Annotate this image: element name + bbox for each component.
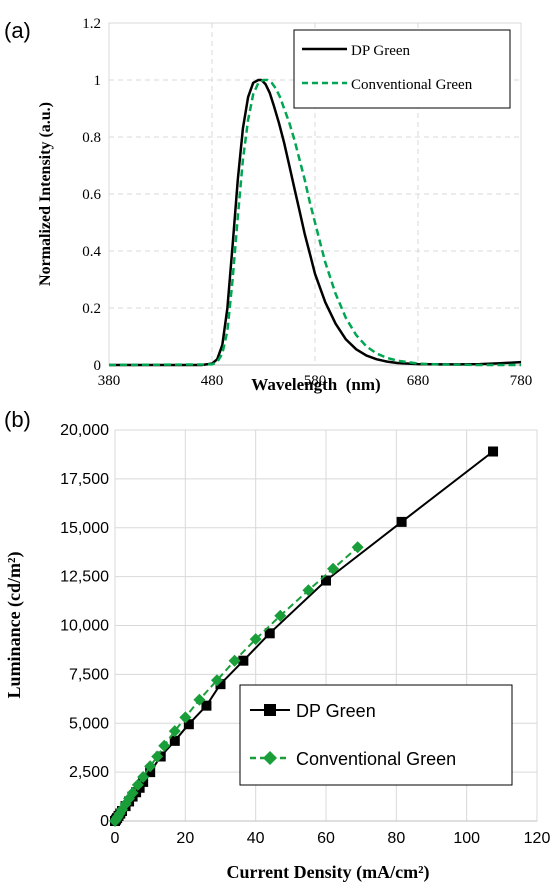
b-y-tick-label: 17,500 [60, 471, 109, 488]
a-y-tick-label: 1 [94, 73, 102, 89]
a-x-tick-label: 380 [98, 373, 121, 389]
b-point-conventional-green [193, 693, 206, 706]
a-series-line-dp-green [109, 78, 522, 367]
panel-b-legend-box [239, 684, 513, 786]
b-point-conventional-green [351, 541, 364, 554]
b-point-conventional-green [131, 778, 144, 791]
b-point-conventional-green [249, 633, 262, 646]
b-x-tick-label: 120 [524, 830, 551, 847]
panel-a-y-axis-title: Normalized Intensity (a.u.) [37, 102, 54, 286]
a-x-tick-label: 680 [407, 373, 430, 389]
b-point-dp-green [183, 719, 194, 730]
panel-b-series [109, 446, 499, 827]
b-point-dp-green [321, 575, 331, 586]
b-point-conventional-green [144, 760, 157, 773]
b-point-conventional-green [116, 803, 129, 816]
b-y-tick-label: 20,000 [60, 422, 109, 439]
b-y-tick-label: 0 [100, 813, 109, 830]
panel-b-label: (b) [4, 407, 31, 432]
a-series-line-conventional-green [108, 78, 521, 367]
panel-b-y-axis-title: Luminance (cd/m²) [4, 552, 25, 699]
b-point-dp-green [488, 446, 499, 457]
a-y-tick-label: 1.2 [82, 16, 101, 32]
b-x-tick-label: 60 [317, 830, 335, 847]
panel-a-legend-label-dp: DP Green [351, 43, 411, 59]
a-y-tick-label: 0.4 [82, 244, 101, 260]
panel-a-legend-label-conventional: Conventional Green [351, 77, 473, 93]
b-point-conventional-green [158, 739, 171, 752]
b-y-tick-label: 2,500 [69, 764, 109, 781]
panel-b-legend-label-dp: DP Green [296, 701, 376, 721]
b-point-dp-green [396, 516, 407, 527]
b-point-conventional-green [179, 711, 192, 724]
b-y-tick-label: 12,500 [60, 569, 109, 586]
b-y-tick-label: 7,500 [69, 666, 109, 683]
panel-b-legend-label-conventional: Conventional Green [296, 749, 456, 769]
b-point-conventional-green [274, 609, 287, 622]
b-x-tick-label: 100 [453, 830, 480, 847]
panel-a-legend: DP Green Conventional Green [293, 29, 511, 109]
b-x-tick-label: 40 [247, 830, 265, 847]
panel-a-y-tick-labels: 0 0.2 0.4 0.6 0.8 1 1.2 [82, 16, 101, 374]
panel-b: (b) 0 2,500 5,000 7,500 10,000 12,500 15,000 17… [4, 407, 550, 883]
panel-a-label: (a) [4, 18, 31, 43]
b-point-dp-green [215, 679, 226, 690]
b-y-tick-label: 10,000 [60, 618, 109, 635]
b-x-tick-label: 0 [111, 830, 120, 847]
b-point-dp-green [201, 700, 212, 711]
b-point-conventional-green [302, 584, 315, 597]
a-y-tick-label: 0.8 [82, 130, 101, 146]
panel-a-series [108, 78, 522, 367]
panel-a-legend-box [293, 29, 511, 109]
panel-b-x-tick-labels: 0 20 40 60 80 100 120 [111, 830, 551, 847]
b-y-tick-label: 15,000 [60, 520, 109, 537]
panel-a: (a) 0 0.2 0.4 0.6 0.8 1 1.2 380 480 580 680 780 Wa… [4, 16, 532, 394]
b-x-tick-label: 20 [176, 830, 194, 847]
b-point-conventional-green [168, 725, 181, 738]
b-point-dp-green [169, 735, 180, 746]
b-point-conventional-green [210, 674, 223, 687]
panel-b-y-tick-labels: 0 2,500 5,000 7,500 10,000 12,500 15,000 17,500… [60, 422, 109, 830]
panel-b-legend: DP Green Conventional Green [239, 684, 513, 786]
panel-b-x-axis-title: Current Density (mA/cm²) [226, 862, 429, 883]
b-point-dp-green [238, 655, 249, 666]
a-y-tick-label: 0.6 [82, 187, 101, 203]
a-y-tick-label: 0.2 [82, 301, 101, 317]
b-point-conventional-green [151, 750, 164, 763]
a-y-tick-label: 0 [94, 358, 102, 374]
a-x-tick-label: 780 [510, 373, 533, 389]
b-point-conventional-green [126, 787, 139, 800]
b-y-tick-label: 5,000 [69, 715, 109, 732]
b-point-conventional-green [137, 771, 150, 784]
b-x-tick-label: 80 [387, 830, 405, 847]
a-x-tick-label: 580 [304, 373, 327, 389]
panel-a-x-axis-title: Wavelength (nm) [251, 375, 380, 394]
panel-a-x-tick-labels: 380 480 580 680 780 [98, 373, 533, 389]
a-x-tick-label: 480 [201, 373, 224, 389]
b-point-dp-green [264, 628, 275, 639]
panel-b-legend-marker-conventional [263, 751, 277, 765]
panel-b-legend-marker-dp [264, 704, 276, 716]
b-point-conventional-green [327, 562, 340, 575]
b-point-conventional-green [228, 654, 241, 667]
